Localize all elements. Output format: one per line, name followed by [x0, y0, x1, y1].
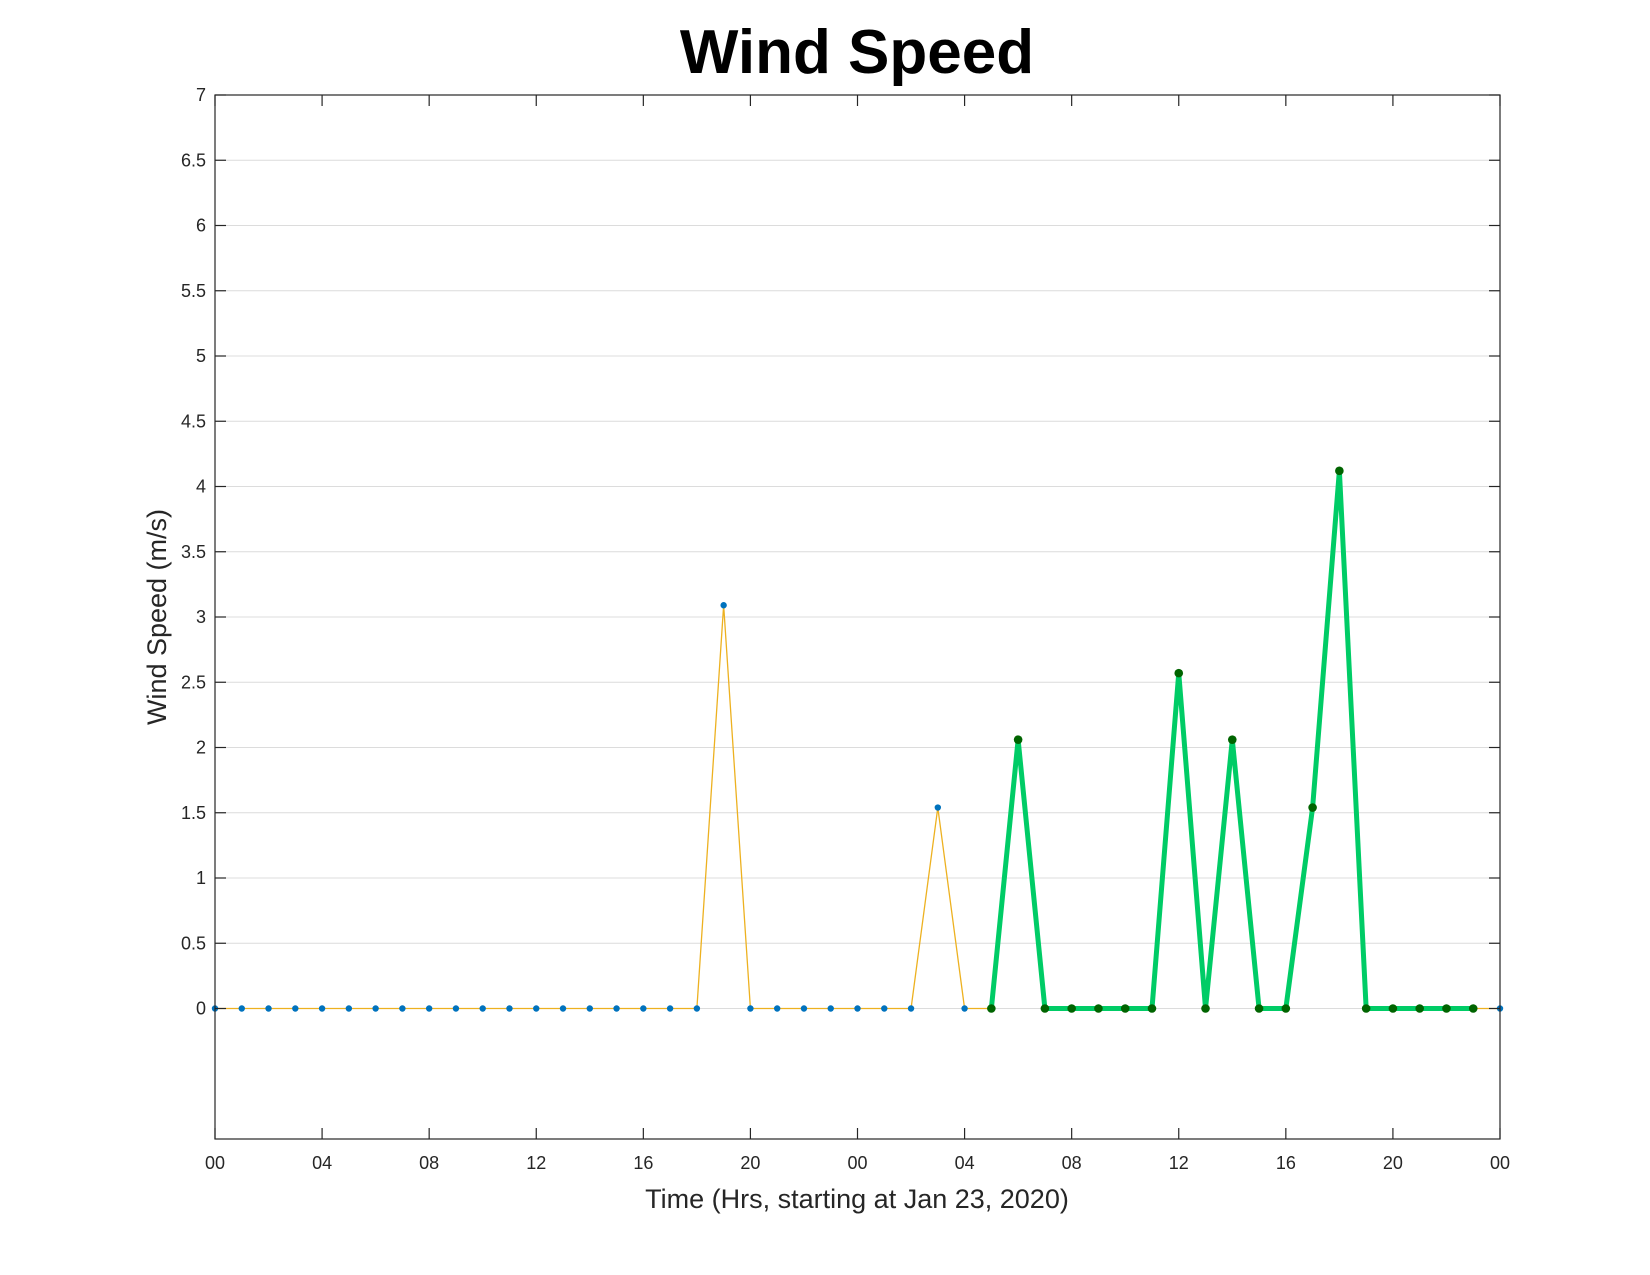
series-2-point	[1013, 735, 1023, 744]
y-tick-label: 3	[196, 607, 206, 627]
series-2-point	[1094, 1004, 1103, 1013]
series-1-point	[425, 1005, 433, 1012]
y-tick-label: 6.5	[181, 150, 206, 170]
y-tick-label: 4	[196, 477, 206, 497]
series-1-point	[265, 1005, 272, 1012]
y-tick-label: 1	[196, 868, 206, 888]
series-1-point	[559, 1005, 567, 1012]
x-axis-label: Time (Hrs, starting at Jan 23, 2020)	[645, 1184, 1069, 1214]
series-1-point	[238, 1005, 245, 1012]
y-tick-label: 0	[196, 999, 206, 1019]
series-2-point	[1067, 1004, 1076, 1013]
x-tick-label: 04	[312, 1153, 332, 1173]
series-1-point	[961, 1005, 968, 1012]
series-2-point	[1388, 1004, 1398, 1013]
series-2-point	[1147, 1004, 1157, 1013]
x-tick-label: 20	[740, 1153, 760, 1173]
series-1-point	[773, 1005, 781, 1012]
x-tick-label: 12	[1169, 1153, 1189, 1173]
x-tick-label: 00	[1490, 1153, 1510, 1173]
series-1-point	[666, 1005, 674, 1012]
series-2-point	[1442, 1004, 1451, 1013]
series-2-point	[1254, 1004, 1264, 1013]
y-tick-label: 4.5	[181, 411, 206, 431]
series-2-point	[1308, 803, 1317, 812]
grid-lines	[215, 94, 1500, 1009]
axis-ticks	[214, 94, 1501, 1139]
y-tick-label: 3.5	[181, 542, 206, 562]
series-1-point	[533, 1005, 540, 1012]
x-tick-label: 16	[633, 1153, 653, 1173]
series-1-point	[934, 804, 942, 811]
series-1-point	[613, 1005, 620, 1012]
series-1-point	[854, 1005, 861, 1012]
series-2-point	[1361, 1004, 1371, 1013]
x-tick-label: 20	[1383, 1153, 1403, 1173]
series-1-point	[800, 1005, 808, 1012]
series-2-point	[1040, 1004, 1050, 1013]
y-tick-label: 0.5	[181, 933, 206, 953]
x-tick-label: 00	[847, 1153, 867, 1173]
series-1-point	[318, 1005, 326, 1012]
x-tick-label: 16	[1276, 1153, 1296, 1173]
series-2-point	[1174, 668, 1184, 678]
x-tick-label: 04	[955, 1153, 975, 1173]
series-2-point	[1468, 1004, 1478, 1013]
series-1-point	[479, 1005, 486, 1012]
y-axis-label: Wind Speed (m/s)	[142, 509, 172, 725]
series-2-point	[987, 1004, 996, 1013]
chart-title: Wind Speed	[680, 18, 1034, 87]
series-1-point	[506, 1005, 513, 1012]
y-tick-label: 5	[196, 346, 206, 366]
series-2-point	[1227, 735, 1237, 744]
series-1-point	[640, 1005, 647, 1012]
series-1-point	[720, 602, 727, 609]
x-tick-label: 08	[419, 1153, 439, 1173]
series-2-point	[1415, 1004, 1424, 1013]
series-2-point	[1120, 1004, 1130, 1013]
y-tick-label: 5.5	[181, 281, 206, 301]
y-tick-label: 1.5	[181, 803, 206, 823]
series-layer	[211, 466, 1504, 1013]
series-1-point	[586, 1005, 593, 1012]
y-tick-label: 2.5	[181, 672, 206, 692]
series-1-point	[881, 1005, 888, 1012]
series-1-point	[345, 1005, 353, 1012]
y-tick-label: 6	[196, 216, 206, 236]
series-1-point	[292, 1005, 299, 1012]
x-tick-label: 00	[205, 1153, 225, 1173]
series-2-point	[1281, 1004, 1291, 1013]
series-1-point	[907, 1005, 915, 1012]
series-1-point	[827, 1005, 834, 1012]
y-tick-label: 2	[196, 738, 206, 758]
series-1-point	[399, 1005, 406, 1012]
series-2-point	[1335, 466, 1344, 476]
series-1-point	[372, 1005, 379, 1012]
series-1-point	[452, 1005, 460, 1012]
series-1-point	[693, 1005, 701, 1012]
x-tick-label: 12	[526, 1153, 546, 1173]
series-2-point	[1201, 1004, 1210, 1013]
y-tick-label: 7	[196, 85, 206, 105]
x-tick-label: 08	[1062, 1153, 1082, 1173]
series-1-point	[747, 1005, 754, 1012]
